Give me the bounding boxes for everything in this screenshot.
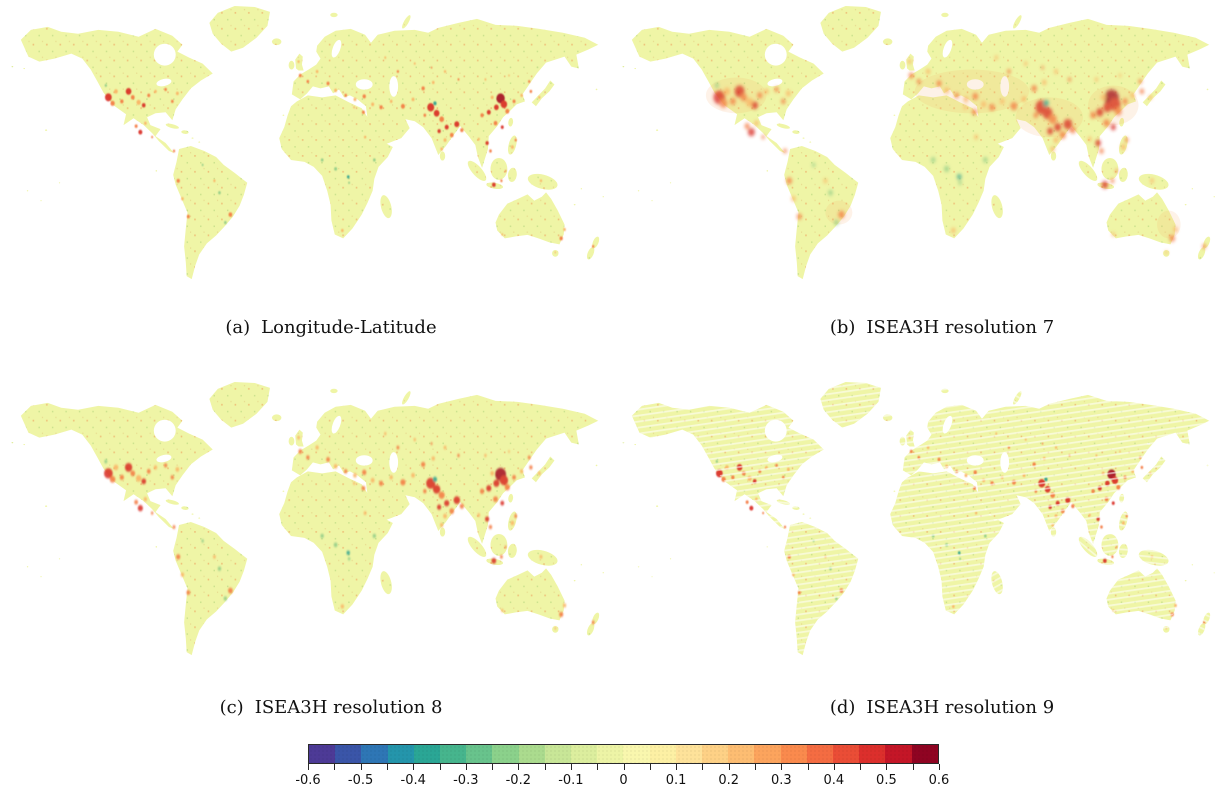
colorbar-tick — [334, 764, 336, 770]
colorbar-cell-8 — [518, 745, 545, 763]
colorbar-cell-23 — [911, 745, 938, 763]
colorbar-tick — [912, 764, 914, 770]
colorbar-tick — [702, 764, 704, 770]
colorbar-tick-label: 0.6 — [928, 773, 950, 788]
colorbar-tick — [360, 764, 362, 770]
colorbar-tick — [492, 764, 493, 770]
world-map-a — [11, 5, 604, 280]
colorbar-cell-1 — [335, 745, 362, 763]
colorbar-tick-label: -0.2 — [505, 773, 531, 788]
landmass-speckle-texture — [11, 381, 604, 656]
colorbar-cell-18 — [780, 745, 807, 763]
colorbar-tick — [728, 764, 730, 770]
colorbar-tick — [860, 764, 862, 770]
landmass-speckle-texture — [622, 5, 1215, 280]
hexgrid-stripe-texture — [622, 381, 1215, 656]
colorbar-cell-22 — [885, 745, 912, 763]
colorbar-cell-3 — [387, 745, 414, 763]
world-map-d — [622, 381, 1215, 656]
colorbar-cell-16 — [728, 745, 755, 763]
colorbar-cell-0 — [309, 745, 336, 763]
colorbar-tick — [308, 764, 309, 770]
colorbar-cell-10 — [571, 745, 598, 763]
colorbar-cell-19 — [806, 745, 834, 763]
caption-label-d: (d) — [829, 697, 856, 718]
colorbar-tick — [518, 764, 520, 770]
map-panel-longitude-latitude — [4, 2, 610, 302]
caption-label-c: (c) — [219, 697, 244, 718]
colorbar-tick — [570, 764, 572, 770]
colorbar-cell-13 — [649, 745, 676, 763]
colorbar-cell-6 — [466, 745, 493, 763]
colorbar-tick — [465, 764, 467, 770]
colorbar-cell-5 — [440, 745, 467, 763]
map-panel-isea3h-8 — [4, 378, 610, 678]
colorbar-cell-21 — [859, 745, 886, 763]
colorbar-cell-9 — [544, 745, 572, 763]
colorbar-cell-14 — [675, 745, 703, 763]
colorbar-cell-12 — [623, 745, 650, 763]
colorbar-tick-label: 0.3 — [770, 773, 792, 788]
colorbar-cell-17 — [754, 745, 781, 763]
colorbar-tick-label: 0 — [619, 773, 628, 788]
colorbar-tick — [413, 764, 415, 770]
caption-panel-b: (b) ISEA3H resolution 7 — [639, 317, 1225, 338]
colorbar-cell-7 — [492, 745, 519, 763]
colorbar-tick — [386, 764, 388, 770]
map-panel-isea3h-7 — [615, 2, 1221, 302]
caption-text-a: Longitude-Latitude — [261, 317, 437, 338]
colorbar-tick-label: 0.5 — [876, 773, 897, 788]
colorbar-tick — [807, 764, 809, 770]
caption-panel-a: (a) Longitude-Latitude — [28, 317, 634, 338]
colorbar: -0.6 -0.5 -0.4 -0.3 -0.2 -0.1 0 0.1 0.2 0.3 0.4 0.5… — [295, 744, 949, 800]
caption-label-b: (b) — [829, 317, 856, 338]
map-panel-isea3h-9 — [615, 378, 1221, 678]
colorbar-tick — [623, 764, 625, 770]
inland-water — [153, 39, 399, 97]
colorbar-tick — [597, 764, 599, 770]
hotspot-dots — [103, 432, 595, 630]
colorbar-tick — [544, 764, 546, 770]
colorbar-cell-2 — [361, 745, 388, 763]
colorbar-gradient — [308, 744, 939, 764]
hotspot-dots — [713, 55, 1207, 255]
hotspot-dots — [104, 56, 595, 254]
caption-text-b: ISEA3H resolution 7 — [866, 317, 1055, 338]
caption-label-a: (a) — [225, 317, 251, 338]
caption-text-d: ISEA3H resolution 9 — [866, 697, 1055, 718]
colorbar-tick-label: 0.1 — [665, 773, 687, 788]
colorbar-tick-label: -0.6 — [295, 773, 321, 788]
inland-water — [764, 39, 1010, 97]
caption-panel-c: (c) ISEA3H resolution 8 — [28, 697, 634, 718]
colorbar-tick-label: -0.1 — [558, 773, 584, 788]
colorbar-tick — [781, 764, 783, 770]
landmass-speckle-texture — [11, 5, 604, 280]
inland-water — [153, 415, 399, 473]
caption-text-c: ISEA3H resolution 8 — [254, 697, 443, 718]
colorbar-tick — [676, 764, 678, 770]
colorbar-tick — [439, 764, 441, 770]
colorbar-tick-label: -0.5 — [347, 773, 374, 788]
caption-panel-d: (d) ISEA3H resolution 9 — [639, 697, 1225, 718]
world-map-c — [11, 381, 604, 656]
colorbar-tick-label: -0.3 — [453, 773, 479, 788]
colorbar-cell-4 — [413, 745, 441, 763]
colorbar-cell-15 — [702, 745, 729, 763]
colorbar-cell-20 — [833, 745, 860, 763]
world-map-b — [622, 5, 1215, 280]
colorbar-tick — [649, 764, 651, 770]
colorbar-tick — [833, 764, 835, 770]
colorbar-tick — [886, 764, 888, 770]
colorbar-tick-label: 0.4 — [823, 773, 845, 788]
colorbar-tick-label: -0.4 — [400, 773, 426, 788]
colorbar-cell-11 — [597, 745, 624, 763]
colorbar-tick — [939, 764, 940, 770]
colorbar-tick-label: 0.2 — [718, 773, 740, 788]
colorbar-tick — [755, 764, 756, 770]
